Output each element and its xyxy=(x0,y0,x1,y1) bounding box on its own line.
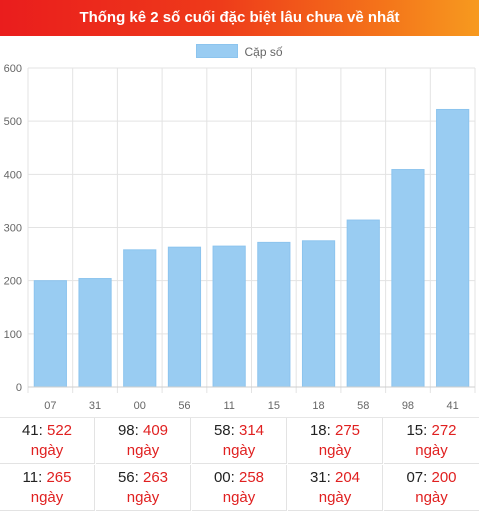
bar-00 xyxy=(123,249,157,388)
bar-58 xyxy=(346,219,380,388)
x-tick-label: 00 xyxy=(134,400,146,412)
stat-cell: 31: 204 ngày xyxy=(288,465,383,511)
x-tick-label: 31 xyxy=(89,400,101,412)
stat-line: 31: 204 xyxy=(309,469,361,486)
chart-legend[interactable]: Cặp số xyxy=(0,44,479,59)
stat-days-unit: ngày xyxy=(222,442,256,459)
stat-days-unit: ngày xyxy=(222,489,256,506)
stat-cell: 56: 263 ngày xyxy=(96,465,191,511)
bar-41 xyxy=(436,108,470,388)
stat-line: 07: 200 xyxy=(406,469,457,486)
stats-grid: 41: 522 ngày 98: 409 ngày 58: 314 ngày 18: 275… xyxy=(0,417,479,512)
stat-number: 07 xyxy=(406,469,424,486)
stat-line: 58: 314 xyxy=(213,422,265,439)
stat-days-value: 265 xyxy=(46,469,72,486)
bar-56 xyxy=(167,246,202,388)
chart-area: Cặp số 0 100 200 300 400 500 600 07 31 00 56 11 15 18… xyxy=(0,36,479,417)
stat-days-unit: ngày xyxy=(126,489,160,506)
stat-days-unit: ngày xyxy=(415,442,448,459)
stat-days-value: 263 xyxy=(143,469,169,486)
stat-cell: 07: 200 ngày xyxy=(384,465,479,511)
stat-line: 41: 522 xyxy=(21,422,73,439)
stat-days-value: 200 xyxy=(431,469,457,486)
stat-days-value: 409 xyxy=(143,422,169,439)
x-tick-label: 18 xyxy=(312,400,324,412)
stat-days-unit: ngày xyxy=(415,489,448,506)
y-tick-label: 100 xyxy=(4,329,22,341)
stat-line: 18: 275 xyxy=(309,422,361,439)
stat-cell: 58: 314 ngày xyxy=(192,418,287,464)
y-tick-label: 300 xyxy=(4,223,22,235)
stat-line: 11: 265 xyxy=(22,469,72,486)
stat-cell: 00: 258 ngày xyxy=(192,465,287,511)
stat-days-unit: ngày xyxy=(30,489,64,506)
stat-cell: 98: 409 ngày xyxy=(96,418,191,464)
bar-31 xyxy=(78,278,112,388)
stat-number: 00 xyxy=(213,469,231,486)
stat-cell: 11: 265 ngày xyxy=(0,465,95,511)
x-tick-label: 11 xyxy=(223,400,234,412)
stat-days-unit: ngày xyxy=(318,442,352,459)
chart-title: Thống kê 2 số cuối đặc biệt lâu chưa về … xyxy=(79,9,400,26)
y-tick-label: 500 xyxy=(4,116,22,128)
legend-label: Cặp số xyxy=(244,45,283,59)
stat-cell: 18: 275 ngày xyxy=(288,418,383,464)
bar-98 xyxy=(391,169,425,388)
stat-cell: 41: 522 ngày xyxy=(0,418,95,464)
stat-days-value: 272 xyxy=(431,422,457,439)
stat-days-value: 258 xyxy=(239,469,265,486)
x-tick-label: 98 xyxy=(402,400,414,412)
chart-title-bar: Thống kê 2 số cuối đặc biệt lâu chưa về … xyxy=(0,0,479,36)
stat-line: 00: 258 xyxy=(213,469,265,486)
bar-chart: 0 100 200 300 400 500 600 07 31 00 56 11 15 18 58 98 41 xyxy=(4,63,476,412)
stat-days-unit: ngày xyxy=(30,442,64,459)
y-tick-label: 0 xyxy=(16,382,22,394)
stat-number: 98 xyxy=(117,422,135,439)
stat-days-value: 314 xyxy=(239,422,265,439)
stat-number: 11 xyxy=(22,469,39,486)
stat-days-value: 204 xyxy=(335,469,361,486)
stat-cell: 15: 272 ngày xyxy=(384,418,479,464)
x-tick-label: 58 xyxy=(357,400,369,412)
bar-11 xyxy=(212,245,246,388)
x-tick-label: 41 xyxy=(447,400,459,412)
bar-15 xyxy=(257,241,291,388)
stat-number: 56 xyxy=(117,469,135,486)
stat-days-value: 522 xyxy=(47,422,73,439)
stat-line: 56: 263 xyxy=(117,469,169,486)
x-tick-label: 15 xyxy=(268,400,280,412)
stat-line: 15: 272 xyxy=(406,422,457,439)
stat-days-unit: ngày xyxy=(318,489,352,506)
legend-swatch xyxy=(196,44,239,58)
stat-line: 98: 409 xyxy=(117,422,169,439)
bar-07 xyxy=(33,280,67,388)
stat-number: 15 xyxy=(406,422,424,439)
stat-days-unit: ngày xyxy=(126,442,160,459)
y-tick-label: 400 xyxy=(4,169,22,181)
stat-number: 41 xyxy=(21,422,39,439)
y-tick-label: 200 xyxy=(4,276,22,288)
stat-days-value: 275 xyxy=(335,422,361,439)
stat-number: 18 xyxy=(309,422,327,439)
stat-number: 58 xyxy=(213,422,231,439)
x-tick-label: 07 xyxy=(44,400,56,412)
x-tick-label: 56 xyxy=(178,400,190,412)
stat-number: 31 xyxy=(309,469,327,486)
bar-18 xyxy=(301,240,336,388)
y-tick-label: 600 xyxy=(4,63,22,75)
